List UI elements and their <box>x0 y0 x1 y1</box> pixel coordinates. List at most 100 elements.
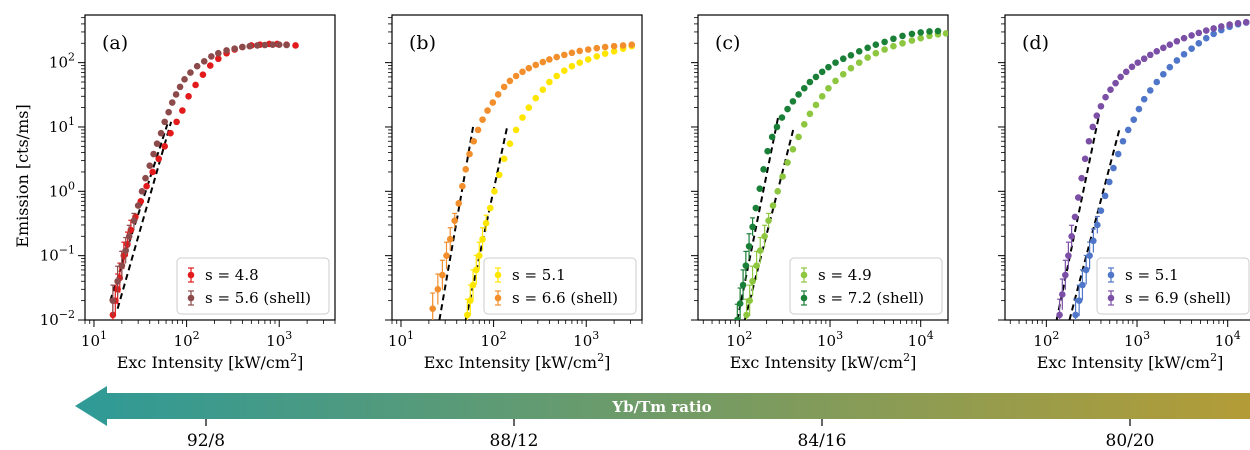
ratio-ticks: 92/8 88/12 84/16 80/20 <box>187 419 1155 450</box>
data-point <box>800 121 808 128</box>
data-point <box>1107 86 1114 93</box>
data-point <box>1180 50 1188 58</box>
data-point <box>1226 21 1233 28</box>
plot-frame <box>697 14 949 321</box>
data-point <box>761 232 768 240</box>
data-point <box>795 133 802 141</box>
data-point <box>525 104 533 111</box>
legend-entry: s = 4.8 <box>205 266 259 284</box>
data-point <box>825 84 832 92</box>
data-point <box>743 311 750 319</box>
data-point <box>179 107 186 114</box>
data-point <box>161 118 168 126</box>
data-point <box>1173 37 1181 45</box>
data-point <box>489 99 497 106</box>
data-point <box>789 98 797 105</box>
data-point <box>1059 291 1066 298</box>
data-point <box>500 155 508 163</box>
x-tick-label: 102 <box>1033 329 1059 350</box>
data-point <box>601 50 609 57</box>
legend: s = 4.8 s = 5.6 (shell) <box>176 257 330 315</box>
data-point <box>1202 27 1210 34</box>
data-point <box>784 105 791 113</box>
data-point <box>1140 95 1148 103</box>
data-point <box>1160 44 1167 52</box>
data-point <box>1210 25 1217 32</box>
data-point <box>469 281 477 289</box>
data-point <box>187 69 194 76</box>
data-point <box>847 52 855 59</box>
y-tick-label: 100 <box>49 179 75 200</box>
data-point <box>769 202 777 209</box>
x-axis-label: Exc Intensity [kW/cm2] <box>117 351 304 372</box>
data-point <box>593 44 601 52</box>
legend-entry: s = 5.1 <box>1125 266 1179 284</box>
ratio-arrow <box>75 386 1250 426</box>
legend-entry: s = 4.9 <box>818 266 872 284</box>
ratio-axis-title: Yb/Tm ratio <box>611 398 711 416</box>
data-point <box>125 232 133 240</box>
data-point <box>463 311 471 319</box>
data-point <box>765 217 772 224</box>
legend-entry: s = 7.2 (shell) <box>818 289 924 307</box>
ratio-tick-label: 92/8 <box>187 431 225 450</box>
data-point <box>1160 70 1167 78</box>
x-tick-label: 102 <box>174 329 200 350</box>
legend-marker <box>187 271 195 279</box>
data-point <box>756 247 764 254</box>
data-point <box>610 48 618 55</box>
data-point <box>568 62 576 70</box>
data-point <box>800 84 808 92</box>
legend-marker <box>800 294 808 302</box>
series-1 <box>743 30 948 320</box>
legend: s = 5.1 s = 6.9 (shell) <box>1096 257 1250 315</box>
data-point <box>942 30 948 37</box>
data-point <box>472 266 480 274</box>
fit-line <box>116 121 173 309</box>
data-point <box>1180 34 1188 42</box>
legend-marker <box>800 271 808 279</box>
data-point <box>109 297 117 304</box>
x-axis-label: Exc Intensity [kW/cm2] <box>424 351 611 372</box>
data-point <box>806 78 814 86</box>
data-point <box>832 59 839 66</box>
data-point <box>512 72 520 80</box>
data-point <box>584 56 592 63</box>
data-point <box>1195 39 1203 47</box>
data-point <box>506 77 514 85</box>
data-point <box>157 129 165 137</box>
x-tick-label: 103 <box>266 329 292 350</box>
x-tick-label: 103 <box>1124 329 1150 350</box>
series-1 <box>1072 19 1250 320</box>
data-point <box>149 168 156 176</box>
data-point <box>812 101 820 109</box>
x-axis-label: Exc Intensity [kW/cm2] <box>730 351 917 372</box>
data-point <box>506 140 514 147</box>
data-point <box>1202 34 1210 42</box>
data-point <box>122 247 129 254</box>
data-point <box>143 182 150 190</box>
legend-entry: s = 5.6 (shell) <box>205 289 311 307</box>
data-point <box>926 28 933 35</box>
data-point <box>773 123 781 131</box>
data-point <box>500 83 508 91</box>
data-point <box>1135 105 1143 113</box>
data-point <box>254 42 261 49</box>
data-point <box>466 297 474 304</box>
data-point <box>1153 48 1161 55</box>
data-point <box>215 55 222 63</box>
data-point <box>223 47 230 54</box>
data-point <box>1242 18 1250 26</box>
data-point <box>446 235 454 243</box>
legend-box <box>789 257 943 315</box>
data-point <box>917 29 925 36</box>
data-point <box>118 262 126 269</box>
data-point <box>1078 174 1085 182</box>
legend-marker <box>1107 271 1115 279</box>
legend-marker <box>494 271 502 279</box>
data-point <box>855 48 863 55</box>
plot-area <box>109 40 299 320</box>
